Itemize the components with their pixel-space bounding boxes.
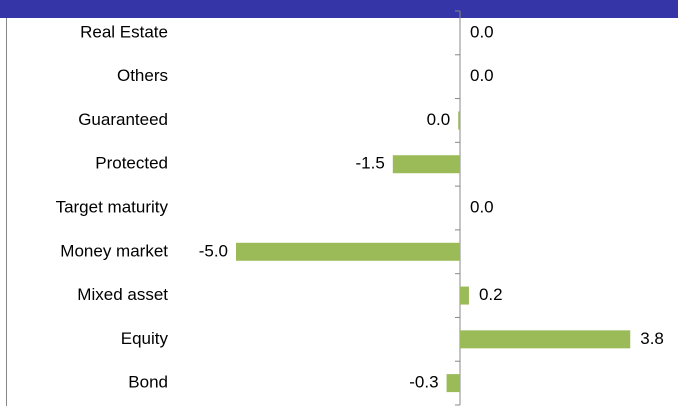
y-tick-label: Equity (121, 329, 169, 348)
data-label: -1.5 (356, 154, 385, 173)
bar (460, 330, 631, 349)
data-label: 0.0 (470, 66, 494, 85)
bar (236, 242, 460, 261)
bar (446, 374, 460, 393)
y-tick-label: Others (117, 66, 168, 85)
data-label: 0.0 (470, 22, 494, 41)
y-tick-label: Bond (128, 373, 168, 392)
data-label: 3.8 (640, 329, 664, 348)
y-tick-label: Money market (60, 241, 168, 260)
y-tick-label: Protected (95, 154, 168, 173)
y-tick-label: Real Estate (80, 22, 168, 41)
data-label: 0.0 (470, 197, 494, 216)
data-label: -5.0 (199, 241, 228, 260)
data-label: -0.3 (409, 373, 438, 392)
data-label: 0.0 (427, 110, 451, 129)
bar (460, 286, 469, 305)
header-band (0, 0, 678, 18)
bar (392, 155, 460, 174)
bar (458, 111, 460, 130)
y-tick-label: Target maturity (56, 197, 169, 216)
y-tick-label: Guaranteed (78, 110, 168, 129)
y-tick-label: Mixed asset (77, 285, 168, 304)
data-label: 0.2 (479, 285, 503, 304)
